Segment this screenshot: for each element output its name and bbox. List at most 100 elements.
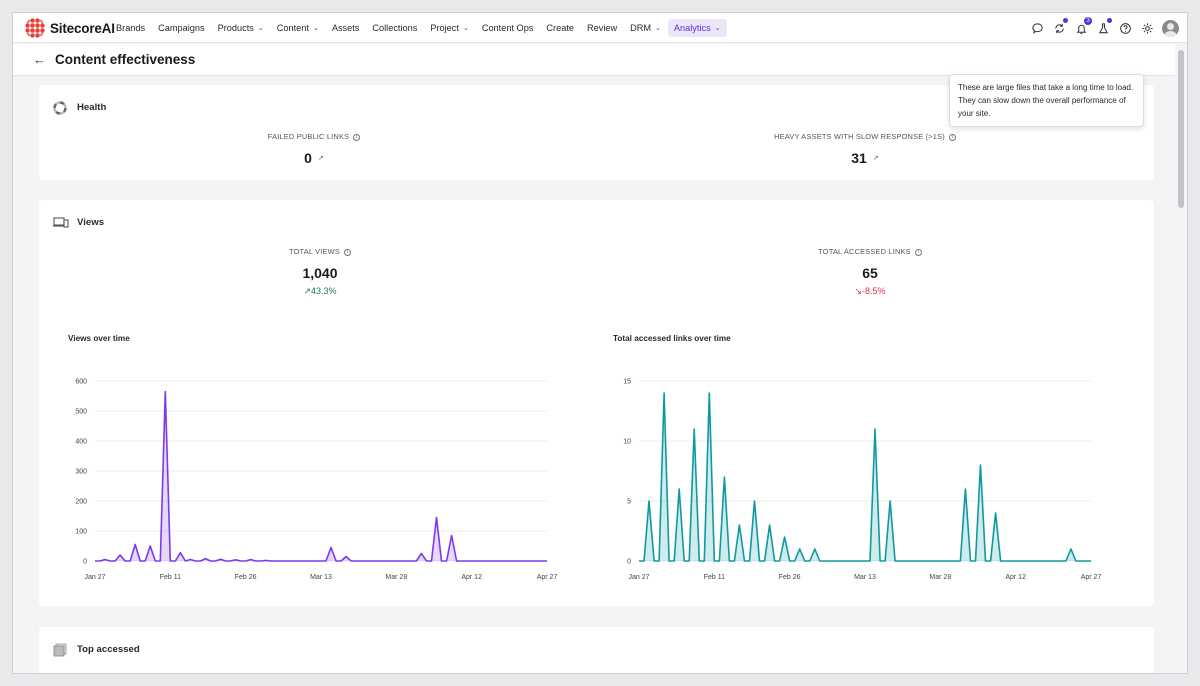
nav-item-label: Review — [586, 23, 618, 33]
y-tick-label: 5 — [627, 499, 631, 506]
total-links-label: TOTAL ACCESSED LINKS — [818, 247, 911, 256]
total-links-value: 65 — [862, 265, 878, 281]
views-card: Views TOTAL VIEWS i 1,040 ↗43.3% TOTAL AC… — [39, 200, 1154, 606]
x-tick-label: Mar 13 — [310, 574, 332, 581]
y-tick-label: 10 — [623, 439, 631, 446]
heavy-assets-metric: HEAVY ASSETS WITH SLOW RESPONSE (>1S) i 3… — [715, 132, 1015, 166]
nav-item-review[interactable]: Review — [587, 23, 617, 33]
nav-item-label: Brands — [116, 23, 146, 33]
x-tick-label: Apr 27 — [1081, 574, 1102, 581]
trend-down-icon: ↘ — [854, 286, 863, 296]
total-links-delta: -8.5% — [862, 286, 886, 296]
failed-links-metric: FAILED PUBLIC LINKS i 0 ↗ — [164, 132, 464, 166]
nav-item-label: Analytics — [673, 23, 711, 33]
chat-icon[interactable] — [1030, 21, 1044, 35]
nav-item-brands[interactable]: Brands — [116, 23, 145, 33]
x-tick-label: Apr 12 — [461, 574, 482, 581]
y-tick-label: 15 — [623, 379, 631, 386]
scrollbar-thumb[interactable] — [1178, 50, 1184, 208]
nav-item-content[interactable]: Content ⌄ — [277, 23, 319, 33]
heavy-assets-label: HEAVY ASSETS WITH SLOW RESPONSE (>1S) — [774, 132, 945, 141]
nav-item-drm[interactable]: DRM ⌄ — [630, 23, 661, 33]
back-arrow-icon[interactable]: ← — [33, 52, 46, 67]
views-title: Views — [77, 217, 105, 228]
total-views-delta: 43.3% — [311, 286, 337, 296]
chevron-down-icon: ⌄ — [655, 25, 661, 32]
logo-mark-icon — [25, 18, 45, 38]
total-views-value: 1,040 — [302, 265, 338, 281]
app-window: SitecoreAI Brands Campaigns Products ⌄ Conte… — [12, 12, 1188, 674]
logo-text: SitecoreAI — [50, 20, 115, 36]
chevron-down-icon: ⌄ — [312, 25, 319, 32]
total-links-metric: TOTAL ACCESSED LINKS i 65 ↘-8.5% — [720, 247, 1020, 297]
total-views-label: TOTAL VIEWS — [289, 247, 340, 256]
external-link-icon[interactable]: ↗ — [317, 155, 324, 162]
nav-item-label: DRM — [630, 23, 652, 33]
x-tick-label: Feb 11 — [160, 574, 181, 581]
x-tick-label: Mar 13 — [854, 574, 876, 581]
nav-item-content-ops[interactable]: Content Ops — [482, 23, 534, 33]
top-navigation: SitecoreAI Brands Campaigns Products ⌄ Conte… — [13, 13, 1187, 43]
x-tick-label: Mar 28 — [385, 574, 407, 581]
page-header: ← Content effectiveness — [13, 44, 1176, 76]
external-link-icon[interactable]: ↗ — [872, 155, 879, 162]
y-tick-label: 100 — [75, 529, 87, 536]
info-icon[interactable]: i — [948, 133, 956, 141]
series-line — [95, 390, 547, 562]
nav-item-assets[interactable]: Assets — [332, 23, 360, 33]
nav-item-products[interactable]: Products ⌄ — [218, 23, 264, 33]
notification-badge: 3 — [1084, 17, 1092, 25]
sync-dot — [1063, 18, 1068, 23]
y-tick-label: 400 — [75, 439, 87, 446]
nav-item-collections[interactable]: Collections — [372, 23, 417, 33]
user-avatar[interactable] — [1162, 19, 1179, 37]
chevron-down-icon: ⌄ — [714, 25, 721, 32]
failed-links-label: FAILED PUBLIC LINKS — [267, 132, 350, 141]
total-views-metric: TOTAL VIEWS i 1,040 ↗43.3% — [170, 247, 470, 297]
chevron-down-icon: ⌄ — [462, 25, 469, 32]
lifebuoy-icon — [53, 101, 67, 120]
bell-icon[interactable]: 3 — [1074, 17, 1092, 35]
x-tick-label: Jan 27 — [628, 574, 649, 581]
nav-item-label: Products — [217, 23, 254, 33]
x-tick-label: Feb 11 — [704, 574, 725, 581]
info-icon[interactable]: i — [343, 248, 351, 256]
y-tick-label: 300 — [75, 469, 87, 476]
y-tick-label: 0 — [627, 559, 631, 566]
scrollbar[interactable] — [1175, 44, 1187, 673]
devices-icon — [53, 216, 69, 234]
nav-item-project[interactable]: Project ⌄ — [430, 23, 468, 33]
gear-icon[interactable] — [1140, 21, 1154, 35]
flask-icon[interactable] — [1096, 18, 1112, 35]
nav-menu: Brands Campaigns Products ⌄ Content ⌄ Assets Co… — [116, 13, 740, 43]
top-accessed-card: Top accessed — [39, 627, 1154, 673]
toolbar-right: 3 — [1022, 17, 1179, 38]
links-chart-title: Total accessed links over time — [613, 334, 731, 343]
views-chart-title: Views over time — [68, 334, 130, 343]
info-icon[interactable]: i — [914, 248, 922, 256]
nav-item-label: Collections — [372, 23, 418, 33]
y-tick-label: 0 — [83, 559, 87, 566]
help-icon[interactable] — [1118, 21, 1132, 35]
nav-item-label: Assets — [331, 23, 360, 33]
nav-item-create[interactable]: Create — [546, 23, 574, 33]
nav-item-label: Campaigns — [158, 23, 205, 33]
x-tick-label: Jan 27 — [84, 574, 105, 581]
x-tick-label: Apr 27 — [537, 574, 558, 581]
links-chart: 0 5 10 15 Jan 27 Feb 11 Feb 26 Mar 13 Mar 28 Apr … — [623, 379, 1101, 582]
heavy-assets-tooltip: These are large files that take a long t… — [949, 74, 1144, 127]
stack-icon — [53, 643, 67, 662]
views-chart: 0 100 200 300 400 500 600 Jan 27 Feb 11 Feb 26 Mar… — [75, 379, 557, 582]
y-tick-label: 500 — [75, 409, 87, 416]
x-tick-label: Feb 26 — [779, 574, 801, 581]
failed-links-value: 0 — [304, 150, 312, 166]
nav-item-analytics[interactable]: Analytics ⌄ — [667, 19, 727, 37]
health-title: Health — [77, 102, 107, 113]
heavy-assets-value: 31 — [851, 150, 867, 166]
info-icon[interactable]: i — [353, 133, 361, 141]
logo[interactable]: SitecoreAI — [25, 18, 115, 38]
nav-item-campaigns[interactable]: Campaigns — [158, 23, 204, 33]
chevron-down-icon: ⌄ — [257, 25, 264, 32]
nav-item-label: Create — [546, 23, 574, 33]
sync-icon[interactable] — [1052, 18, 1068, 35]
